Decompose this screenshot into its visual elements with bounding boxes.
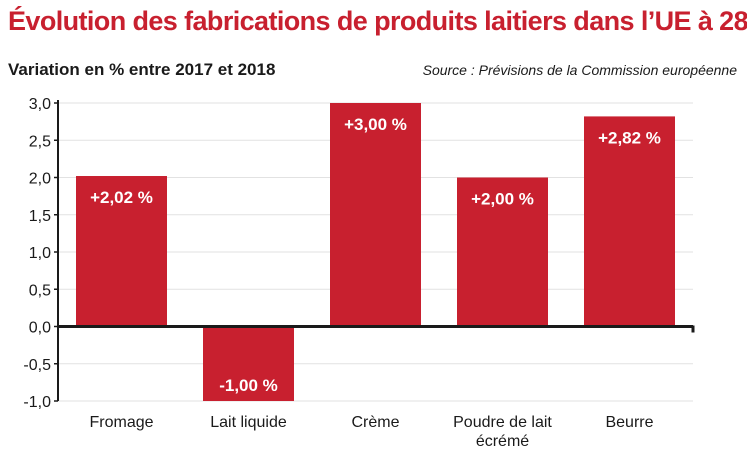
data-label: -1,00 % [219,376,278,395]
chart-source: Source : Prévisions de la Commission eur… [422,62,737,78]
category-labels: Fromage Lait liquide Crème Poudre de lait éc… [89,414,653,450]
data-label: +3,00 % [344,115,407,134]
chart-subtitle: Variation en % entre 2017 et 2018 [8,60,276,79]
y-tick-label: 1,5 [29,208,51,225]
bar [457,177,548,327]
category-label: Lait liquide [210,414,287,431]
y-tick-label: -0,5 [23,357,51,374]
category-label: Crème [351,414,399,431]
data-labels: +2,02 % -1,00 % +3,00 % +2,00 % +2,82 % [90,115,661,395]
y-tick-label: 3,0 [29,96,51,113]
y-tick-label: -1,0 [23,394,51,411]
data-label: +2,82 % [598,128,661,147]
y-tick-label: 0,0 [29,320,51,337]
category-label: Fromage [89,414,153,431]
bars [76,103,675,401]
category-label: Poudre de lait [453,414,552,431]
chart-title: Évolution des fabrications de produits l… [8,6,747,36]
x-axis [58,325,695,333]
data-label: +2,00 % [471,190,534,209]
y-tick-label: 2,0 [29,171,51,188]
bar [584,116,675,327]
bar [76,176,167,327]
category-label: écrémé [476,433,529,450]
bar [203,326,294,401]
y-tick-label: 1,0 [29,245,51,262]
y-tick-label: 2,5 [29,133,51,150]
y-tick-label: 0,5 [29,282,51,299]
bar [330,103,421,327]
y-axis: 3,0 2,5 2,0 1,5 1,0 0,5 0,0 -0,5 -1,0 [23,96,59,411]
category-label: Beurre [605,414,653,431]
data-label: +2,02 % [90,188,153,207]
